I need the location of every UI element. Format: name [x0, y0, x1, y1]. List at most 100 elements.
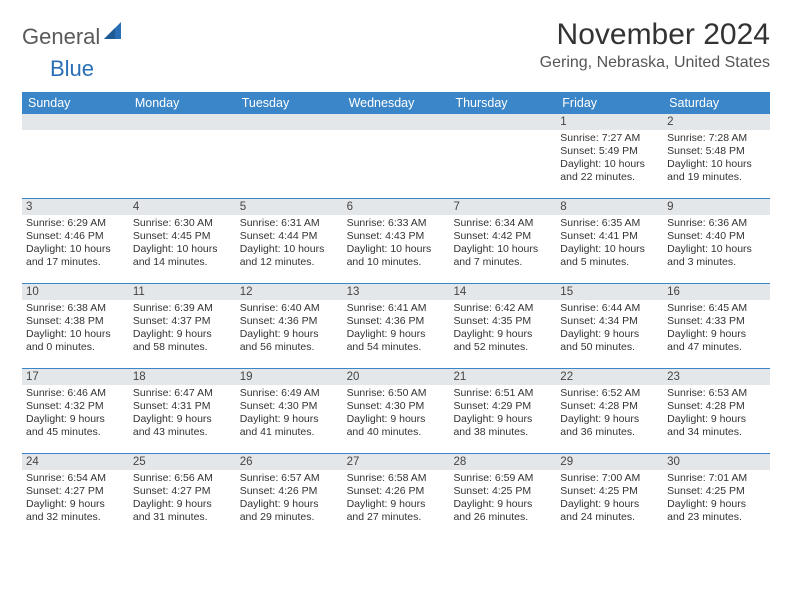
sunrise-text: Sunrise: 6:50 AM — [347, 387, 446, 400]
day-cell: 8Sunrise: 6:35 AMSunset: 4:41 PMDaylight… — [556, 199, 663, 283]
day-body: Sunrise: 6:57 AMSunset: 4:26 PMDaylight:… — [236, 470, 343, 527]
day-body — [22, 130, 129, 190]
sunrise-text: Sunrise: 6:42 AM — [453, 302, 552, 315]
day-cell: 2Sunrise: 7:28 AMSunset: 5:48 PMDaylight… — [663, 114, 770, 198]
daylight-text: Daylight: 9 hours and 43 minutes. — [133, 413, 232, 439]
sunrise-text: Sunrise: 6:39 AM — [133, 302, 232, 315]
sunrise-text: Sunrise: 6:47 AM — [133, 387, 232, 400]
daylight-text: Daylight: 9 hours and 45 minutes. — [26, 413, 125, 439]
day-number: 28 — [449, 454, 556, 470]
day-cell: 17Sunrise: 6:46 AMSunset: 4:32 PMDayligh… — [22, 369, 129, 453]
day-cell: 21Sunrise: 6:51 AMSunset: 4:29 PMDayligh… — [449, 369, 556, 453]
sunset-text: Sunset: 4:40 PM — [667, 230, 766, 243]
day-body: Sunrise: 6:34 AMSunset: 4:42 PMDaylight:… — [449, 215, 556, 272]
day-number: 22 — [556, 369, 663, 385]
daylight-text: Daylight: 10 hours and 7 minutes. — [453, 243, 552, 269]
daylight-text: Daylight: 9 hours and 26 minutes. — [453, 498, 552, 524]
day-body: Sunrise: 7:01 AMSunset: 4:25 PMDaylight:… — [663, 470, 770, 527]
sunrise-text: Sunrise: 7:01 AM — [667, 472, 766, 485]
day-body: Sunrise: 7:00 AMSunset: 4:25 PMDaylight:… — [556, 470, 663, 527]
day-cell: 19Sunrise: 6:49 AMSunset: 4:30 PMDayligh… — [236, 369, 343, 453]
day-number — [236, 114, 343, 130]
day-cell: 1Sunrise: 7:27 AMSunset: 5:49 PMDaylight… — [556, 114, 663, 198]
day-body: Sunrise: 6:39 AMSunset: 4:37 PMDaylight:… — [129, 300, 236, 357]
sunrise-text: Sunrise: 6:31 AM — [240, 217, 339, 230]
sunrise-text: Sunrise: 6:41 AM — [347, 302, 446, 315]
sunrise-text: Sunrise: 6:35 AM — [560, 217, 659, 230]
sunset-text: Sunset: 4:29 PM — [453, 400, 552, 413]
day-body: Sunrise: 6:54 AMSunset: 4:27 PMDaylight:… — [22, 470, 129, 527]
day-body: Sunrise: 7:27 AMSunset: 5:49 PMDaylight:… — [556, 130, 663, 187]
day-cell: 9 Sunrise: 6:36 AMSunset: 4:40 PMDaylight… — [663, 199, 770, 283]
day-body: Sunrise: 7:28 AMSunset: 5:48 PMDaylight:… — [663, 130, 770, 187]
day-body: Sunrise: 6:42 AMSunset: 4:35 PMDaylight:… — [449, 300, 556, 357]
day-body: Sunrise: 6:51 AMSunset: 4:29 PMDaylight:… — [449, 385, 556, 442]
week-row: 10Sunrise: 6:38 AMSunset: 4:38 PMDayligh… — [22, 283, 770, 368]
sunset-text: Sunset: 4:32 PM — [26, 400, 125, 413]
day-number — [129, 114, 236, 130]
day-cell: 10Sunrise: 6:38 AMSunset: 4:38 PMDayligh… — [22, 284, 129, 368]
daylight-text: Daylight: 9 hours and 27 minutes. — [347, 498, 446, 524]
week-row: 1Sunrise: 7:27 AMSunset: 5:49 PMDaylight… — [22, 114, 770, 198]
sunset-text: Sunset: 4:31 PM — [133, 400, 232, 413]
daylight-text: Daylight: 9 hours and 52 minutes. — [453, 328, 552, 354]
day-body: Sunrise: 6:35 AMSunset: 4:41 PMDaylight:… — [556, 215, 663, 272]
day-body: Sunrise: 6:45 AMSunset: 4:33 PMDaylight:… — [663, 300, 770, 357]
day-body: Sunrise: 6:40 AMSunset: 4:36 PMDaylight:… — [236, 300, 343, 357]
daylight-text: Daylight: 9 hours and 24 minutes. — [560, 498, 659, 524]
day-body — [236, 130, 343, 190]
day-number: 8 — [556, 199, 663, 215]
sunset-text: Sunset: 4:25 PM — [667, 485, 766, 498]
day-number: 9 — [663, 199, 770, 215]
day-body: Sunrise: 6:47 AMSunset: 4:31 PMDaylight:… — [129, 385, 236, 442]
day-body: Sunrise: 6:30 AMSunset: 4:45 PMDaylight:… — [129, 215, 236, 272]
day-number: 18 — [129, 369, 236, 385]
sunrise-text: Sunrise: 6:59 AM — [453, 472, 552, 485]
daylight-text: Daylight: 10 hours and 5 minutes. — [560, 243, 659, 269]
sunrise-text: Sunrise: 6:29 AM — [26, 217, 125, 230]
sunset-text: Sunset: 4:25 PM — [453, 485, 552, 498]
sunset-text: Sunset: 4:25 PM — [560, 485, 659, 498]
day-cell: 25Sunrise: 6:56 AMSunset: 4:27 PMDayligh… — [129, 454, 236, 538]
sunrise-text: Sunrise: 7:00 AM — [560, 472, 659, 485]
sunrise-text: Sunrise: 6:49 AM — [240, 387, 339, 400]
sunset-text: Sunset: 4:30 PM — [347, 400, 446, 413]
dow-monday: Monday — [129, 92, 236, 114]
sunset-text: Sunset: 4:27 PM — [26, 485, 125, 498]
sunrise-text: Sunrise: 6:52 AM — [560, 387, 659, 400]
day-number: 5 — [236, 199, 343, 215]
daylight-text: Daylight: 10 hours and 17 minutes. — [26, 243, 125, 269]
day-cell: 12Sunrise: 6:40 AMSunset: 4:36 PMDayligh… — [236, 284, 343, 368]
sunrise-text: Sunrise: 6:36 AM — [667, 217, 766, 230]
day-number: 21 — [449, 369, 556, 385]
day-cell: 13Sunrise: 6:41 AMSunset: 4:36 PMDayligh… — [343, 284, 450, 368]
day-cell: 7Sunrise: 6:34 AMSunset: 4:42 PMDaylight… — [449, 199, 556, 283]
sunrise-text: Sunrise: 6:45 AM — [667, 302, 766, 315]
sunset-text: Sunset: 4:37 PM — [133, 315, 232, 328]
day-body: Sunrise: 6:46 AMSunset: 4:32 PMDaylight:… — [22, 385, 129, 442]
day-body: Sunrise: 6:33 AMSunset: 4:43 PMDaylight:… — [343, 215, 450, 272]
daylight-text: Daylight: 9 hours and 23 minutes. — [667, 498, 766, 524]
day-number: 19 — [236, 369, 343, 385]
day-cell: 26Sunrise: 6:57 AMSunset: 4:26 PMDayligh… — [236, 454, 343, 538]
day-number — [343, 114, 450, 130]
day-number: 25 — [129, 454, 236, 470]
sunrise-text: Sunrise: 6:38 AM — [26, 302, 125, 315]
day-cell-empty — [236, 114, 343, 198]
day-body: Sunrise: 6:52 AMSunset: 4:28 PMDaylight:… — [556, 385, 663, 442]
sunset-text: Sunset: 4:44 PM — [240, 230, 339, 243]
sunrise-text: Sunrise: 7:28 AM — [667, 132, 766, 145]
day-cell: 29Sunrise: 7:00 AMSunset: 4:25 PMDayligh… — [556, 454, 663, 538]
dow-thursday: Thursday — [449, 92, 556, 114]
day-body: Sunrise: 6:31 AMSunset: 4:44 PMDaylight:… — [236, 215, 343, 272]
day-cell: 30Sunrise: 7:01 AMSunset: 4:25 PMDayligh… — [663, 454, 770, 538]
sunrise-text: Sunrise: 7:27 AM — [560, 132, 659, 145]
day-cell: 11Sunrise: 6:39 AMSunset: 4:37 PMDayligh… — [129, 284, 236, 368]
dow-saturday: Saturday — [663, 92, 770, 114]
daylight-text: Daylight: 10 hours and 3 minutes. — [667, 243, 766, 269]
sunset-text: Sunset: 5:49 PM — [560, 145, 659, 158]
week-row: 3Sunrise: 6:29 AMSunset: 4:46 PMDaylight… — [22, 198, 770, 283]
sunrise-text: Sunrise: 6:34 AM — [453, 217, 552, 230]
day-cell: 24Sunrise: 6:54 AMSunset: 4:27 PMDayligh… — [22, 454, 129, 538]
day-cell-empty — [129, 114, 236, 198]
